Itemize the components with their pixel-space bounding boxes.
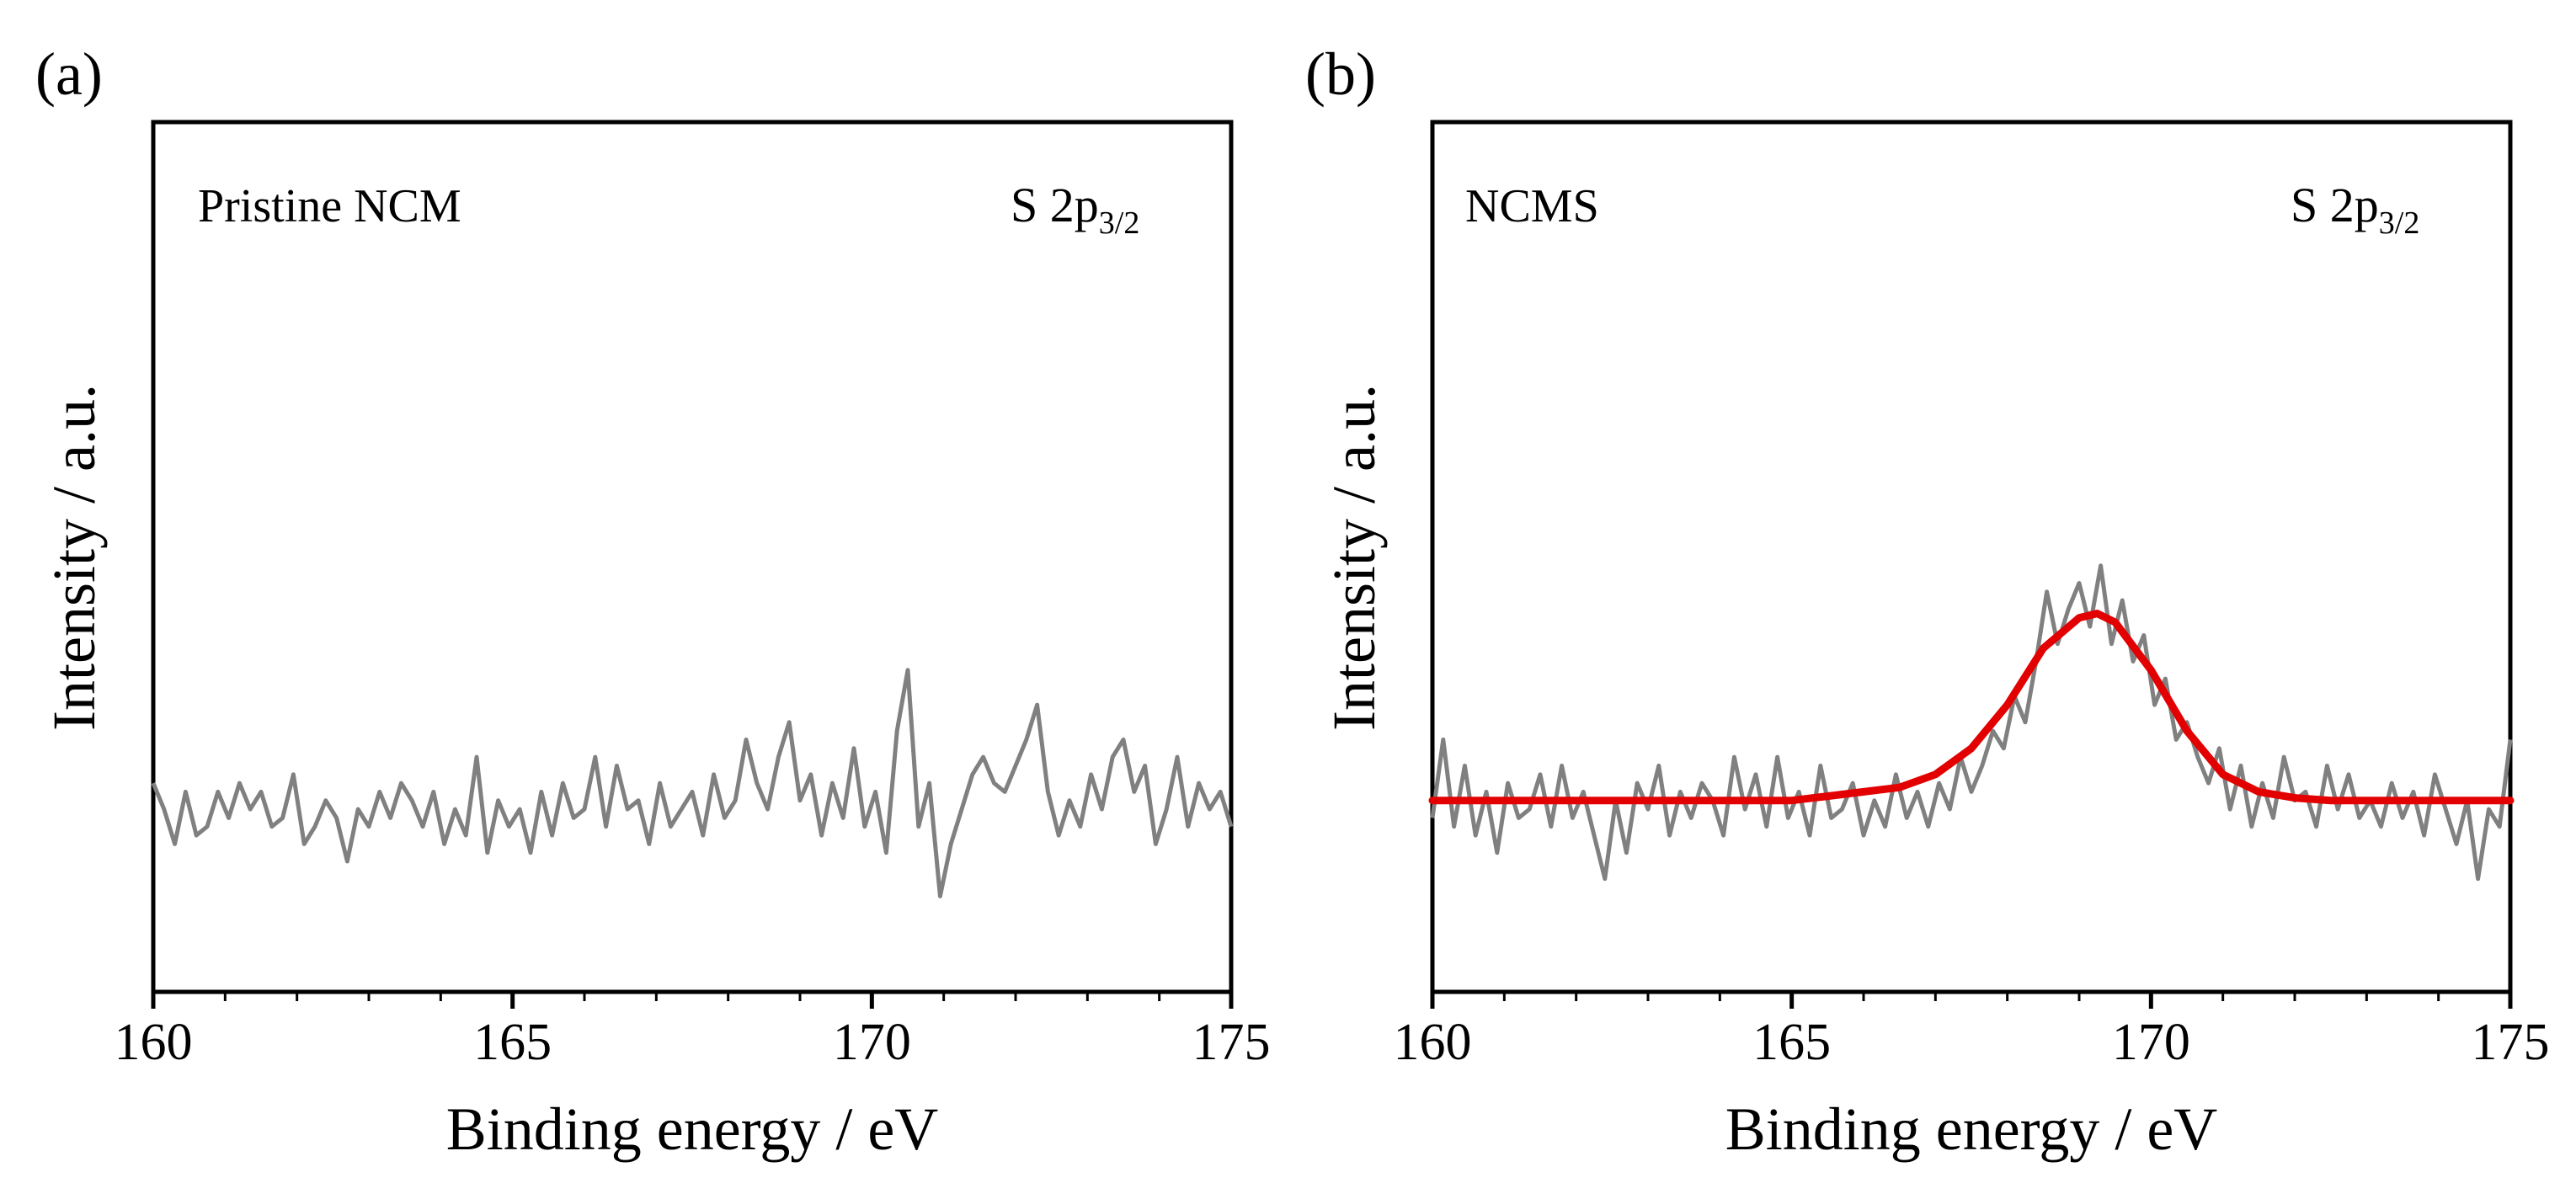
x-tick-label-170: 170	[2112, 1014, 2190, 1071]
x-tick-label-160: 160	[1394, 1014, 1472, 1071]
x-tick-label-165: 165	[473, 1014, 552, 1071]
panel-a-label: (a)	[35, 40, 103, 108]
panel-a-tick-labels: 160 165 170 175	[115, 1014, 1271, 1071]
panel-b-label: (b)	[1305, 40, 1376, 108]
panel-b-ticks	[1430, 992, 2513, 1009]
panel-b-sample-label: NCMS	[1465, 180, 1599, 232]
panel-b-plot-frame	[1430, 120, 2513, 994]
panel-b-region-label: S 2p3/2	[2291, 178, 2419, 241]
panel-a: (a) 160 165 170 175 Pristine NCM S 2p3/2 In…	[35, 40, 1271, 1163]
x-tick-label-175: 175	[2472, 1014, 2550, 1071]
panel-a-y-axis-label: Intensity / a.u.	[40, 384, 108, 731]
panel-b-series-measured	[1430, 563, 2513, 882]
panel-b: (b) 160 165 170 175 NCMS S 2p3/2 Intensity …	[1305, 40, 2550, 1163]
panel-b-tick-labels: 160 165 170 175	[1394, 1014, 2550, 1071]
panel-a-x-axis-label: Binding energy / eV	[446, 1095, 939, 1163]
x-tick-label-170: 170	[833, 1014, 911, 1071]
panel-b-y-axis-label: Intensity / a.u.	[1320, 384, 1388, 731]
panel-a-sample-label: Pristine NCM	[198, 180, 461, 232]
panel-a-series-measured	[151, 668, 1234, 898]
x-tick-label-165: 165	[1752, 1014, 1831, 1071]
panel-b-x-axis-label: Binding energy / eV	[1725, 1095, 2218, 1163]
panel-b-series-fit	[1428, 610, 2515, 805]
x-tick-label-160: 160	[115, 1014, 193, 1071]
panel-a-region-label: S 2p3/2	[1011, 178, 1139, 241]
x-tick-label-175: 175	[1192, 1014, 1271, 1071]
panel-a-plot-frame	[151, 120, 1234, 994]
panel-a-ticks	[151, 992, 1234, 1009]
